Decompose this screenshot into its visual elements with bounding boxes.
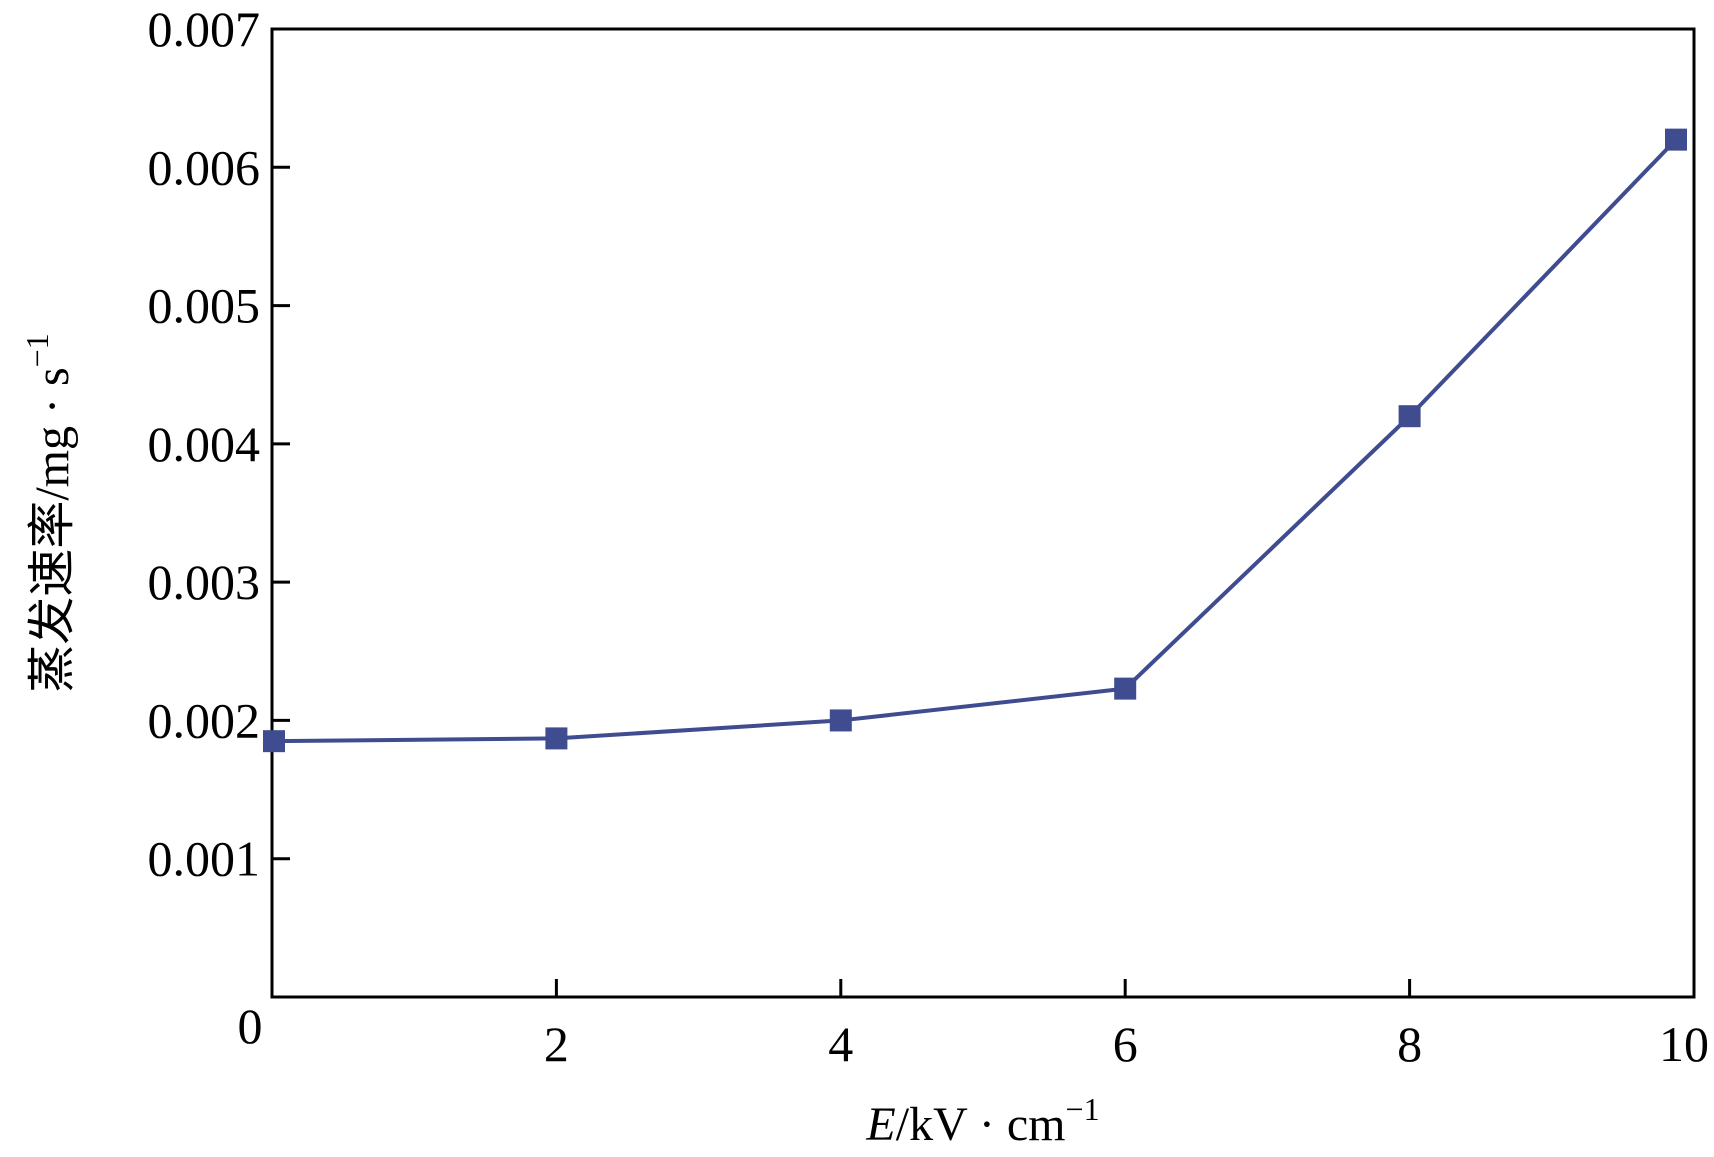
y-tick-label: 0.001 [148, 831, 261, 887]
x-tick-label: 4 [828, 1016, 853, 1072]
y-tick-label: 0.002 [148, 692, 261, 748]
y-tick-label: 0.003 [148, 554, 261, 610]
y-tick-label: 0.005 [148, 278, 261, 334]
y-axis-label: 蒸发速率/mg · s−1 [19, 333, 79, 692]
data-point-marker [263, 730, 285, 753]
x-axis-label-var: E [865, 1098, 895, 1151]
x-axis-label-sup: −1 [1066, 1091, 1100, 1127]
y-tick-label: 0.006 [148, 139, 261, 195]
x-tick-label: 10 [1659, 1016, 1709, 1072]
x-axis-label-unit: /kV · cm [896, 1098, 1066, 1151]
series-line [273, 138, 1678, 744]
y-axis-label-text: 蒸发速率/mg · s [26, 367, 79, 692]
x-tick-label: 2 [544, 1016, 569, 1072]
data-point-marker [1398, 405, 1421, 428]
series-group [263, 128, 1687, 753]
y-axis-label-sup: −1 [19, 333, 55, 367]
x-axis-label: E/kV · cm−1 [865, 1091, 1099, 1151]
data-point-marker [1665, 128, 1687, 151]
plot-frame [270, 27, 1696, 999]
x-axis-ticks: 0 2 4 6 8 10 [238, 979, 1709, 1072]
x-tick-label: 8 [1397, 1016, 1422, 1072]
x-tick-label: 6 [1113, 1016, 1138, 1072]
data-point-marker [545, 727, 568, 750]
y-tick-label: 0.004 [148, 416, 261, 472]
y-axis-ticks: 0.001 0.002 0.003 0.004 0.005 0.006 0.007 [148, 1, 290, 887]
x-tick-label: 0 [238, 998, 263, 1054]
data-point-marker [829, 709, 852, 732]
y-tick-label: 0.007 [148, 1, 261, 57]
data-point-marker [1114, 677, 1137, 700]
